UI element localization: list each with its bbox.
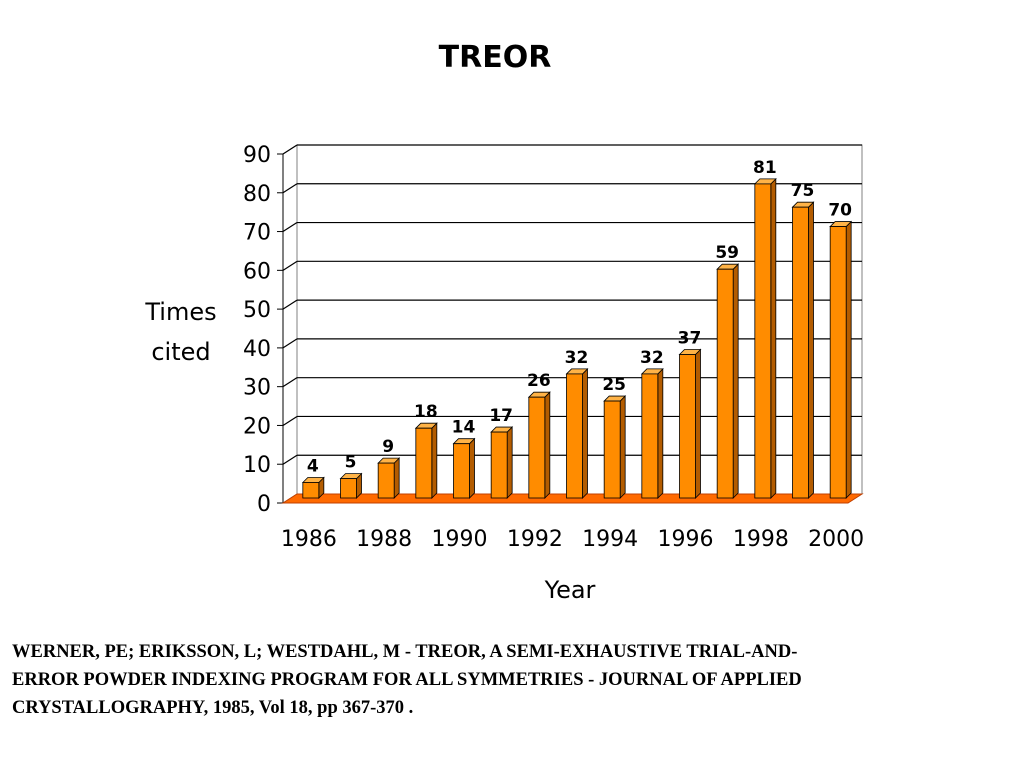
y-tick-label: 20	[243, 414, 271, 439]
x-tick-label: 1994	[582, 527, 638, 552]
gridline-side	[282, 260, 298, 271]
gridline-side	[282, 338, 298, 349]
y-axis-label: Times cited	[126, 292, 236, 372]
bar-side	[657, 367, 664, 499]
bar	[415, 427, 433, 499]
data-label: 5	[345, 453, 357, 473]
bar-side	[808, 201, 814, 499]
data-label: 9	[382, 437, 394, 457]
bar-side	[431, 422, 438, 499]
bar-side	[582, 367, 588, 499]
chart-title: TREOR	[438, 40, 552, 75]
x-tick-label: 1990	[432, 527, 488, 552]
gridline-side	[282, 415, 298, 426]
plot-side-wall	[282, 144, 298, 504]
bar-side	[619, 395, 626, 499]
y-tick-label: 40	[243, 337, 271, 362]
bar	[716, 268, 734, 499]
gridline-side	[282, 377, 298, 388]
y-tick-label: 90	[243, 143, 271, 168]
y-tick-label: 60	[243, 259, 271, 284]
bar-side	[544, 391, 551, 499]
data-label: 14	[452, 418, 476, 438]
bar	[302, 482, 320, 499]
gridline-side	[282, 299, 298, 310]
data-label: 75	[791, 181, 815, 201]
bar	[829, 226, 847, 499]
bar	[679, 354, 696, 499]
x-tick-label: 1996	[658, 527, 714, 552]
data-label: 4	[307, 456, 319, 476]
gridline-side	[282, 144, 298, 155]
bar-side	[845, 220, 852, 499]
y-tick-label: 10	[243, 453, 271, 478]
bar	[603, 400, 621, 499]
bar	[490, 431, 508, 499]
bar-side	[506, 426, 513, 499]
data-label: 17	[489, 406, 513, 426]
bar	[340, 478, 357, 499]
bar-side	[770, 177, 777, 499]
bar	[792, 206, 809, 499]
x-tick-label: 1992	[507, 527, 563, 552]
bar-side	[393, 457, 400, 499]
data-label: 37	[678, 329, 702, 349]
gridline-side	[282, 222, 298, 233]
data-label: 70	[828, 201, 852, 221]
y-axis-label-line-2: cited	[151, 338, 211, 366]
bar	[453, 443, 470, 499]
data-label: 32	[565, 348, 589, 368]
y-tick-label: 70	[243, 221, 271, 246]
bar	[754, 183, 772, 499]
bar	[566, 373, 583, 499]
y-axis-label-line-1: Times	[145, 298, 217, 326]
bar-side	[469, 437, 475, 499]
bar-side	[695, 348, 701, 499]
x-tick-label: 1998	[733, 527, 789, 552]
y-tick-label: 30	[243, 376, 271, 401]
x-tick-label: 1986	[281, 527, 337, 552]
y-tick-label: 80	[243, 182, 271, 207]
gridline-side	[282, 454, 298, 465]
bar-side	[732, 263, 739, 499]
bar	[528, 396, 546, 499]
data-label: 81	[753, 158, 777, 178]
data-label: 18	[414, 402, 438, 422]
gridline-side	[282, 183, 298, 194]
bar	[641, 373, 659, 499]
citation-text: WERNER, PE; ERIKSSON, L; WESTDAHL, M - T…	[12, 642, 802, 718]
x-tick-label: 2000	[808, 527, 864, 552]
x-axis-label: Year	[544, 576, 596, 604]
y-tick-label: 0	[257, 492, 271, 517]
data-label: 25	[602, 375, 626, 395]
x-tick-label: 1988	[356, 527, 412, 552]
y-tick-label: 50	[243, 298, 271, 323]
bar	[377, 462, 395, 499]
data-label: 32	[640, 348, 664, 368]
data-label: 26	[527, 371, 551, 391]
data-label: 59	[715, 243, 739, 263]
